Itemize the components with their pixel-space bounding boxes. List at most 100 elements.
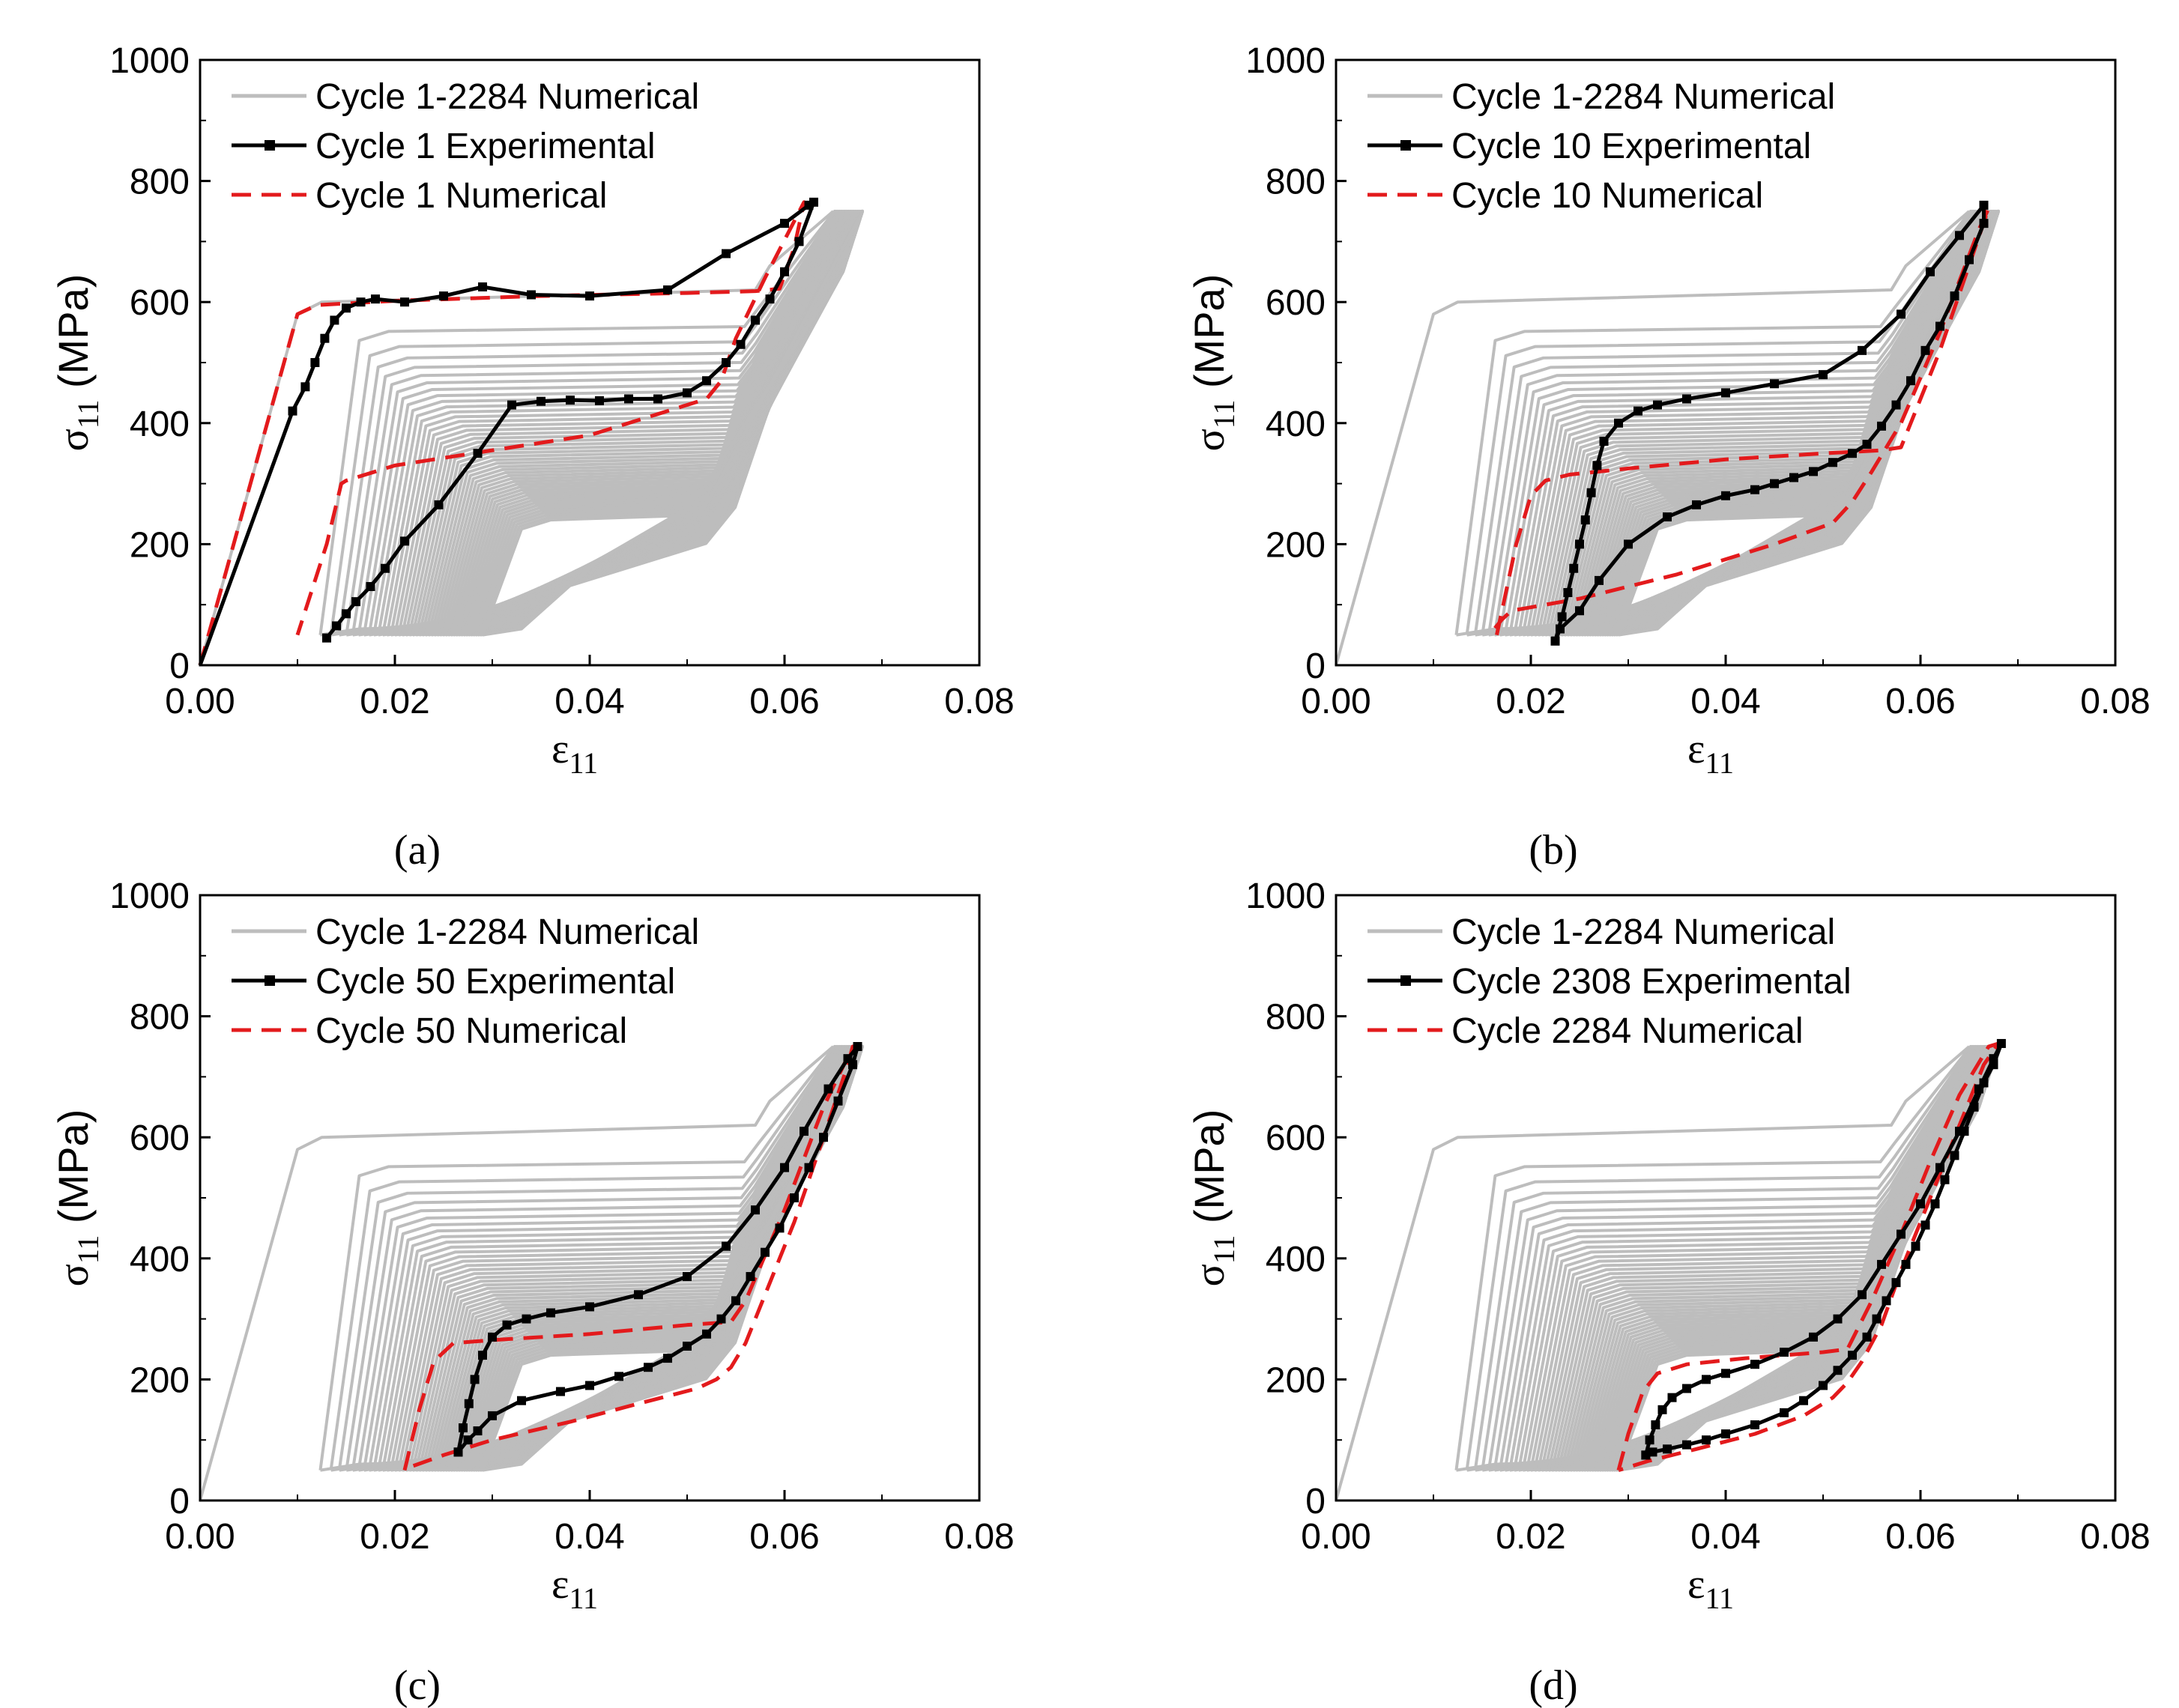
experimental-point — [1833, 1366, 1843, 1375]
y-tick-label: 0 — [1305, 1482, 1326, 1521]
experimental-point — [1877, 421, 1886, 431]
experimental-point — [800, 1127, 809, 1136]
experimental-point — [1862, 1332, 1872, 1342]
experimental-point — [356, 297, 366, 307]
experimental-point — [1653, 400, 1662, 410]
experimental-point — [453, 1447, 463, 1457]
legend-label: Cycle 1-2284 Numerical — [315, 912, 699, 952]
experimental-point — [1920, 345, 1930, 355]
experimental-markers — [1550, 200, 1989, 646]
experimental-point — [1702, 1435, 1711, 1445]
experimental-point — [702, 1329, 711, 1339]
x-axis-label: ε11 — [551, 1561, 598, 1615]
y-axis-label-unit: (MPa) — [1185, 274, 1233, 400]
y-axis-label: σ11 (MPa) — [1185, 274, 1241, 452]
experimental-point — [478, 1351, 487, 1360]
experimental-point — [1624, 539, 1633, 549]
experimental-point — [1682, 394, 1691, 404]
experimental-point — [522, 1314, 531, 1324]
legend-marker — [1400, 975, 1411, 986]
panel-label: (b) — [1529, 827, 1577, 873]
experimental-point — [1721, 1369, 1730, 1378]
experimental-markers — [288, 197, 818, 643]
experimental-point — [1819, 370, 1828, 380]
experimental-point — [1721, 388, 1730, 398]
experimental-point — [775, 1223, 785, 1233]
numerical-all-series — [199, 210, 864, 666]
legend: Cycle 1-2284 Numerical Cycle 10 Experimen… — [1367, 77, 1835, 216]
y-tick-label: 800 — [1266, 163, 1326, 202]
experimental-point — [300, 382, 310, 392]
experimental-point — [722, 358, 731, 367]
y-axis-label-unit: (MPa) — [1185, 1109, 1233, 1235]
experimental-point — [1645, 1435, 1654, 1445]
experimental-point — [1858, 1290, 1867, 1300]
experimental-point — [1586, 488, 1596, 497]
x-axis-label-symbol: ε — [551, 726, 569, 772]
x-tick-label: 0.08 — [944, 1517, 1014, 1557]
experimental-point — [1996, 1038, 2006, 1048]
experimental-point — [1828, 458, 1837, 467]
experimental-point — [1809, 1332, 1818, 1342]
x-tick-label: 0.04 — [1690, 1517, 1760, 1557]
experimental-point — [1599, 437, 1609, 446]
experimental-point — [1935, 321, 1944, 331]
legend-label: Cycle 50 Experimental — [315, 962, 675, 1002]
legend-label: Cycle 1-2284 Numerical — [1451, 912, 1835, 952]
numerical-loop — [481, 210, 864, 637]
experimental-point — [1780, 1408, 1789, 1417]
experimental-point — [1692, 500, 1701, 509]
y-tick-label: 1000 — [1245, 41, 1326, 81]
experimental-point — [1550, 636, 1560, 646]
x-tick-label: 0.00 — [165, 1517, 235, 1557]
experimental-point — [653, 394, 662, 404]
y-tick-label: 0 — [169, 1482, 190, 1521]
experimental-point — [1930, 1199, 1940, 1209]
experimental-markers — [453, 1042, 862, 1457]
experimental-point — [702, 376, 711, 386]
experimental-point — [1872, 1314, 1882, 1324]
experimental-point — [716, 1314, 726, 1324]
experimental-point — [585, 1381, 594, 1390]
x-tick-label: 0.08 — [944, 682, 1014, 721]
experimental-point — [809, 197, 818, 207]
y-tick-label: 800 — [1266, 998, 1326, 1038]
x-axis-label-subscript: 11 — [569, 746, 599, 780]
experimental-point — [1979, 200, 1989, 210]
experimental-point — [332, 621, 341, 631]
y-tick-label: 400 — [130, 1240, 190, 1280]
y-tick-label: 600 — [130, 1118, 190, 1158]
experimental-point — [459, 1423, 468, 1433]
y-tick-label: 600 — [1266, 1118, 1326, 1158]
experimental-point — [1614, 418, 1623, 428]
y-axis-label-subscript: 11 — [71, 1235, 105, 1265]
numerical-loop — [1617, 210, 2000, 637]
experimental-point — [683, 388, 692, 398]
experimental-point — [1833, 1314, 1843, 1324]
experimental-point — [1563, 588, 1573, 598]
legend-label: Cycle 2308 Experimental — [1451, 962, 1852, 1002]
experimental-point — [1809, 467, 1818, 476]
legend-label: Cycle 50 Numerical — [315, 1011, 627, 1051]
x-tick-label: 0.04 — [1690, 682, 1760, 721]
experimental-point — [1770, 379, 1779, 389]
legend-label: Cycle 10 Experimental — [1451, 127, 1811, 166]
x-tick-label: 0.02 — [1496, 682, 1565, 721]
experimental-point — [464, 1399, 474, 1408]
experimental-point — [1935, 1163, 1944, 1172]
experimental-point — [537, 396, 545, 406]
legend-marker — [265, 140, 275, 151]
experimental-point — [1657, 1405, 1667, 1414]
experimental-point — [1634, 406, 1642, 416]
experimental-point — [400, 297, 409, 307]
x-axis-label-subscript: 11 — [1705, 746, 1735, 780]
experimental-point — [751, 1205, 760, 1215]
experimental-markers — [1641, 1038, 2006, 1460]
legend-marker — [265, 975, 275, 986]
experimental-point — [1580, 515, 1590, 525]
panel-label: (a) — [394, 827, 441, 873]
y-axis-label-symbol: σ — [51, 1264, 97, 1286]
experimental-point — [722, 249, 731, 258]
y-tick-label: 400 — [130, 405, 190, 444]
